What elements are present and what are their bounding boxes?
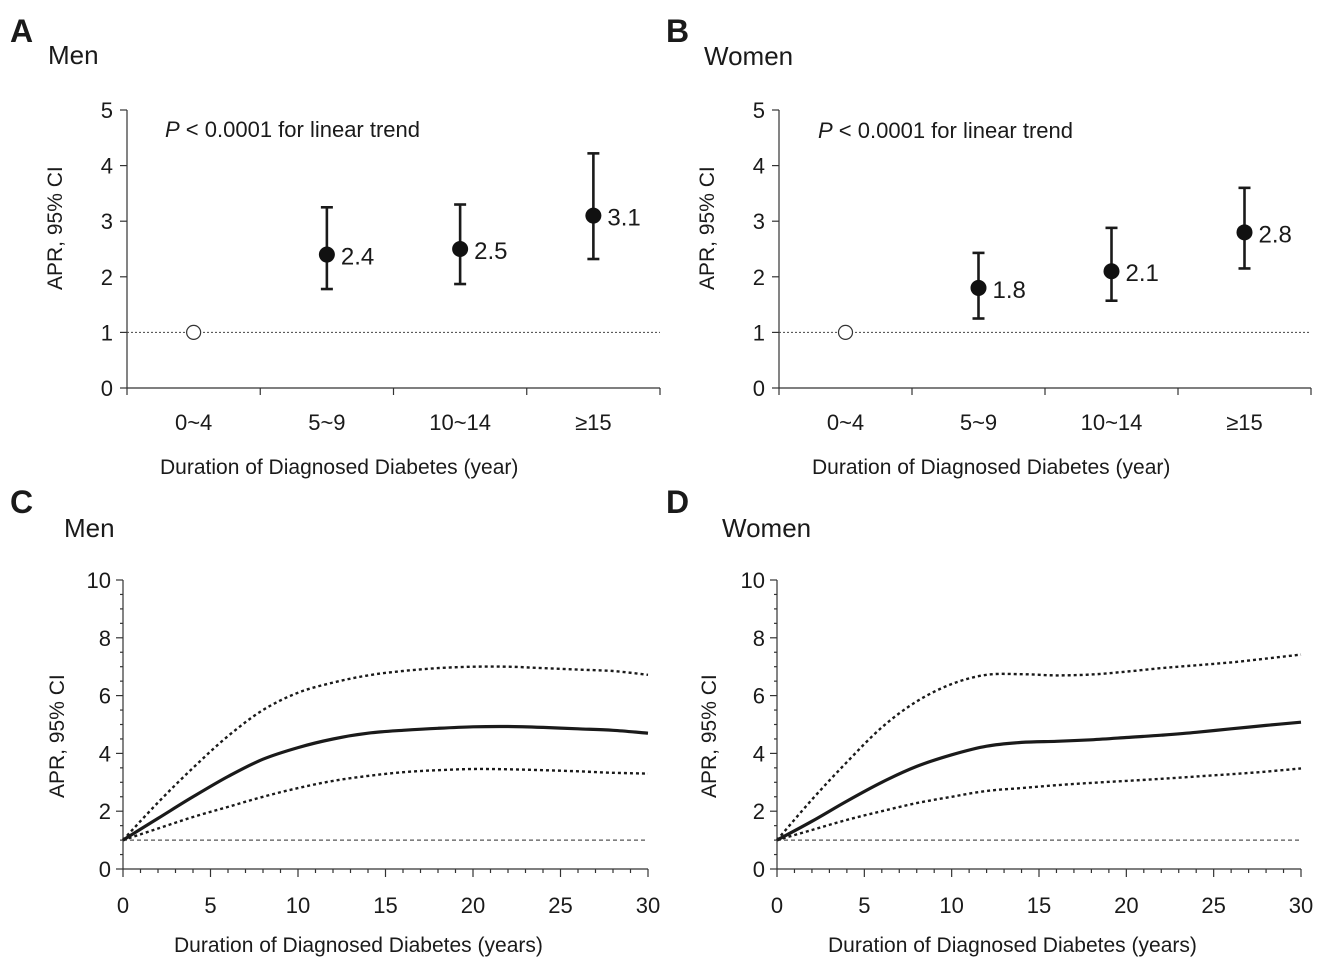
panel-c-y-tick-label: 0 [99,857,111,882]
panel-b-data-label: 2.1 [1126,260,1159,287]
panel-a-data-label: 3.1 [607,205,640,232]
panel-a: A Men Duration of Diagnosed Diabetes (ye… [10,13,661,479]
panel-b-y-tick-label: 3 [753,209,765,234]
panel-d-x-tick-label: 15 [1027,893,1051,918]
panel-a-data-point [452,241,469,257]
panel-b-x-tick-label: ≥15 [1226,410,1263,435]
panel-c-lower-ci-curve [122,767,649,842]
panel-c-x-tick-label: 20 [461,893,485,918]
panel-d-lower-ci-curve [776,767,1302,842]
panel-c-x-tick-label: 15 [373,893,397,918]
panel-c-x-tick-label: 25 [548,893,572,918]
panel-c-x-tick-label: 10 [286,893,310,918]
panel-c-estimate-curve [122,724,649,842]
panel-d-y-tick-label: 2 [753,799,765,824]
panel-a-title: Men [48,40,99,70]
panel-a-y-tick-label: 1 [101,320,113,345]
panel-b-data-point [1103,263,1120,280]
panel-a-data-point [585,207,602,224]
panel-a-trend-annotation: P < 0.0001 for linear trend [165,117,420,142]
panel-c-x-tick-label: 0 [117,893,129,918]
panel-b-trend-text: < 0.0001 for linear trend [833,118,1073,143]
panel-d-y-tick-label: 10 [741,568,765,593]
panel-b-x-tick-label: 5~9 [960,410,997,435]
panel-b-y-tick-label: 2 [753,265,765,290]
panel-d-y-tick-label: 0 [753,857,765,882]
panel-d-y-axis-title: APR, 95% CI [698,674,721,798]
panel-a-x-tick-label: 10~14 [429,410,491,435]
panel-b-x-axis-title: Duration of Diagnosed Diabetes (year) [812,456,1170,479]
panel-b-y-tick-label: 5 [753,98,765,123]
panel-d-x-tick-label: 20 [1114,893,1138,918]
panel-d-x-tick-label: 30 [1289,893,1313,918]
panel-a-data-label: 2.4 [341,244,374,271]
panel-b-x-tick-label: 0~4 [827,410,864,435]
panel-b-y-tick-label: 0 [753,376,765,401]
panel-letter-d: D [666,484,689,520]
panel-d-x-tick-label: 5 [858,893,870,918]
panel-c-y-axis-title: APR, 95% CI [46,674,69,798]
panel-d: D Women Duration of Diagnosed Diabetes (… [666,484,1313,957]
panel-a-y-tick-label: 0 [101,376,113,401]
panel-c-x-tick-label: 30 [636,893,660,918]
panel-c-y-tick-label: 2 [99,799,111,824]
panel-b: B Women Duration of Diagnosed Diabetes (… [666,13,1312,479]
panel-d-x-tick-label: 25 [1201,893,1225,918]
panel-a-reference-point [186,324,202,340]
panel-b-reference-point [837,324,854,340]
panel-a-y-tick-label: 5 [101,98,113,123]
panel-c-y-tick-label: 4 [99,741,111,766]
panel-d-upper-ci-curve [776,653,1302,841]
panel-a-trend-text: < 0.0001 for linear trend [180,117,420,142]
panel-c-title: Men [64,513,115,543]
panel-d-estimate-curve [776,720,1302,842]
panel-a-data-point [318,246,335,263]
panel-d-x-tick-label: 0 [771,893,783,918]
panel-a-x-tick-label: 0~4 [175,410,212,435]
panel-a-y-axis-title: APR, 95% CI [44,166,67,290]
panel-letter-a: A [10,13,33,49]
panel-c-x-tick-label: 5 [204,893,216,918]
panel-c-y-tick-label: 8 [99,626,111,651]
panel-c-x-axis-title: Duration of Diagnosed Diabetes (years) [174,934,543,957]
panel-b-trend-annotation: P < 0.0001 for linear trend [818,118,1073,143]
panel-d-title: Women [722,513,811,543]
panel-c-upper-ci-curve [122,665,649,841]
panel-b-y-tick-label: 1 [753,320,765,345]
panel-b-data-point [970,279,987,296]
panel-a-y-tick-label: 3 [101,209,113,234]
panel-b-x-tick-label: 10~14 [1081,410,1143,435]
panel-a-x-tick-label: ≥15 [575,410,612,435]
panel-letter-c: C [10,484,33,520]
panel-b-y-tick-label: 4 [753,154,765,179]
panel-a-x-axis-title: Duration of Diagnosed Diabetes (year) [160,456,518,479]
panel-a-data-label: 2.5 [474,238,507,265]
panel-c-y-tick-label: 10 [87,568,111,593]
panel-b-title: Women [704,41,793,71]
panel-a-trend-p: P [165,117,180,142]
panel-b-trend-p: P [818,118,833,143]
panel-a-x-tick-label: 5~9 [308,410,345,435]
panel-b-data-label: 1.8 [993,277,1026,304]
panel-d-y-tick-label: 4 [753,741,765,766]
panel-a-y-tick-label: 4 [101,154,113,179]
panel-b-data-point [1236,224,1253,241]
panel-c: C Men Duration of Diagnosed Diabetes (ye… [10,484,660,957]
panel-d-x-axis-title: Duration of Diagnosed Diabetes (years) [828,934,1197,957]
panel-d-y-tick-label: 6 [753,684,765,709]
panel-d-x-tick-label: 10 [939,893,963,918]
panel-c-y-tick-label: 6 [99,684,111,709]
panel-b-data-label: 2.8 [1259,221,1292,248]
panel-d-y-tick-label: 8 [753,626,765,651]
panel-b-y-axis-title: APR, 95% CI [696,166,719,290]
panel-letter-b: B [666,13,689,49]
panel-a-y-tick-label: 2 [101,265,113,290]
